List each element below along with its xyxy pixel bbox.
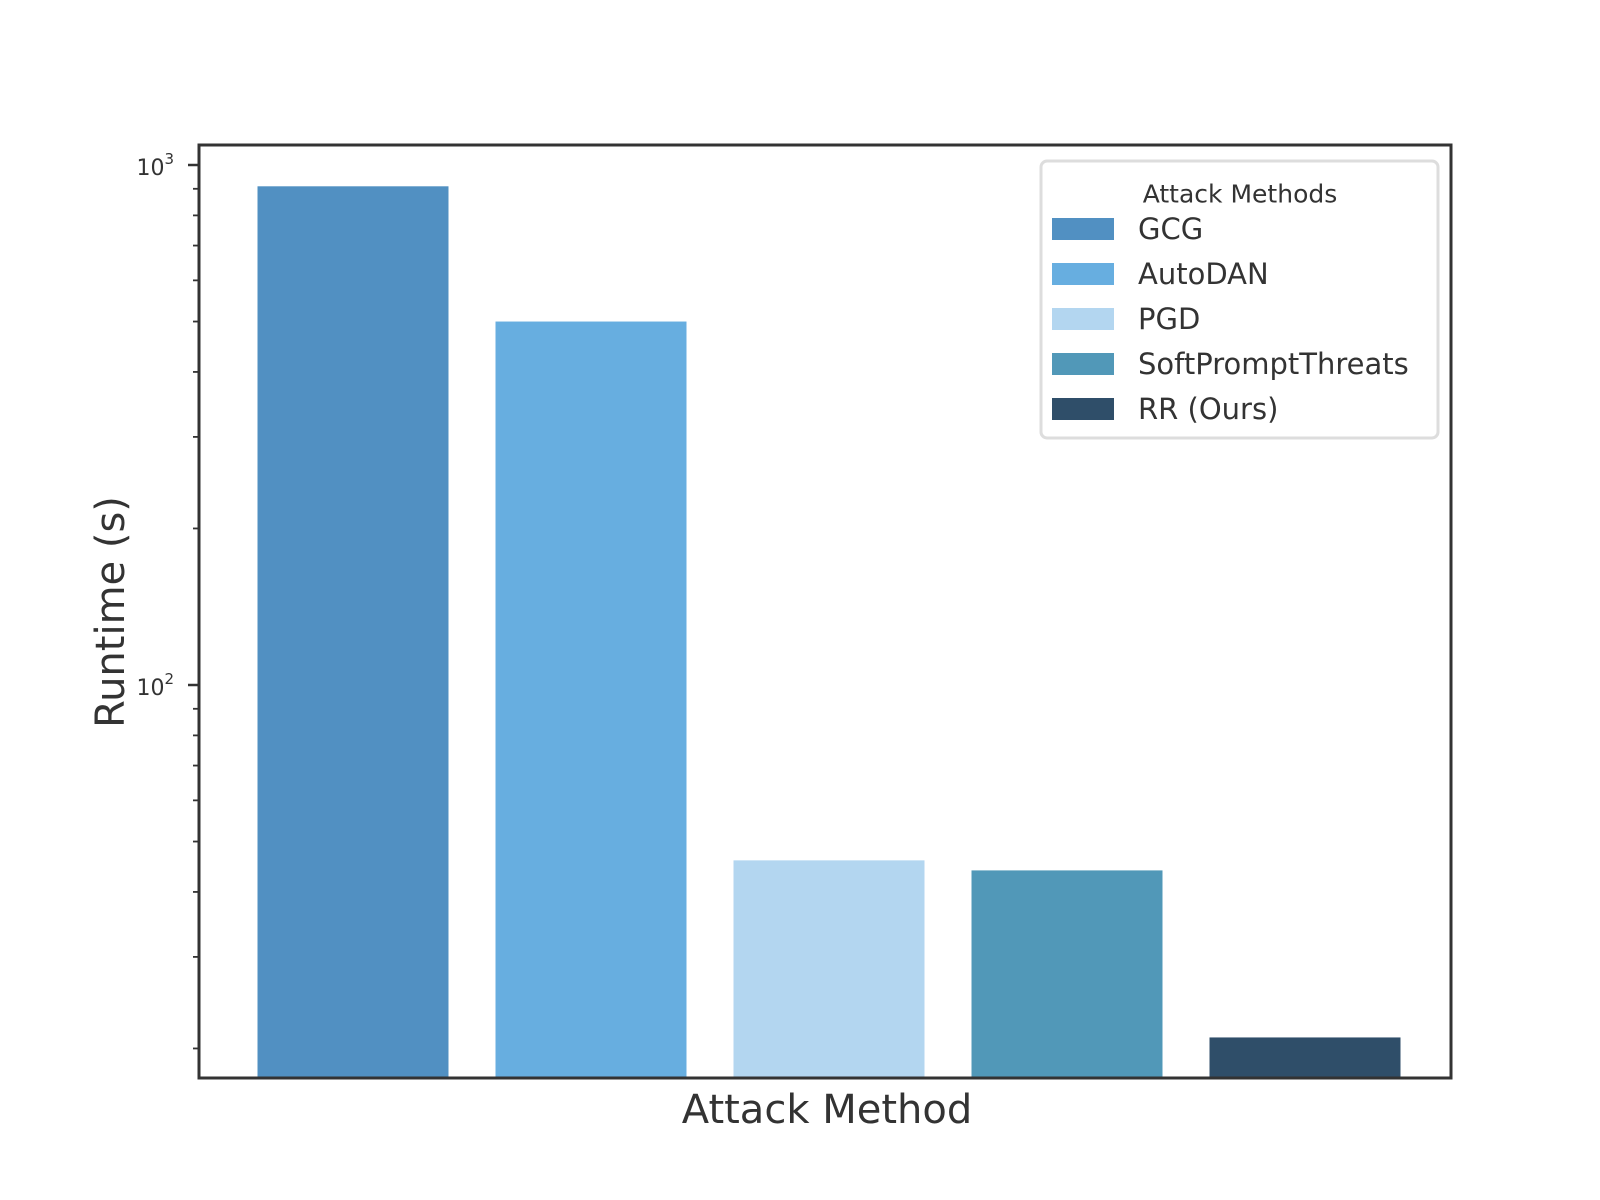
legend-label: RR (Ours) — [1138, 392, 1278, 426]
x-axis-label: Attack Method — [682, 1087, 972, 1133]
bar-pgd — [733, 860, 925, 1078]
y-tick-base: 10 — [136, 676, 164, 701]
bar-softpromptthreats — [971, 870, 1163, 1078]
y-tick-label: 102 — [136, 670, 174, 701]
y-tick-exponent: 2 — [164, 670, 174, 688]
bars-group — [257, 186, 1401, 1079]
legend-swatch — [1052, 263, 1114, 285]
legend-label: AutoDAN — [1138, 257, 1269, 291]
y-tick-exponent: 3 — [164, 150, 174, 168]
legend-swatch — [1052, 398, 1114, 420]
legend: Attack Methods GCG AutoDAN PGD SoftPromptTh… — [1039, 159, 1440, 440]
legend-swatch — [1052, 353, 1114, 375]
bar-gcg — [257, 186, 449, 1079]
legend-items: GCG AutoDAN PGD SoftPromptThreats RR (Ours) — [1052, 212, 1409, 426]
plot-frame — [197, 143, 1453, 1080]
y-axis-label: Runtime (s) — [88, 496, 134, 728]
legend-label: PGD — [1138, 302, 1200, 336]
legend-swatch — [1052, 308, 1114, 330]
legend-label: SoftPromptThreats — [1138, 347, 1409, 381]
legend-label: GCG — [1138, 212, 1203, 246]
bar-rr-ours — [1209, 1037, 1401, 1078]
legend-title: Attack Methods — [1143, 180, 1338, 209]
y-tick-base: 10 — [136, 156, 164, 181]
legend-swatch — [1052, 218, 1114, 240]
bar-autodan — [495, 321, 687, 1078]
legend-box — [1039, 159, 1440, 440]
y-tick-label: 103 — [136, 150, 174, 181]
